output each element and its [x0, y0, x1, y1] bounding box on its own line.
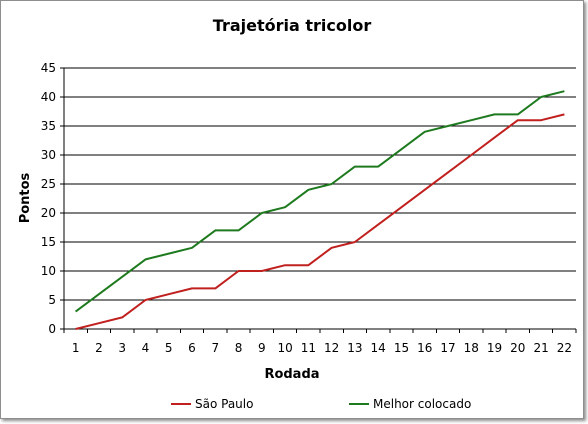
- axes: [63, 68, 576, 330]
- x-tick-label: 21: [533, 341, 548, 355]
- x-tick-label: 22: [557, 341, 572, 355]
- x-tick-label: 19: [487, 341, 502, 355]
- x-tick-label: 14: [371, 341, 386, 355]
- x-tick-label: 5: [165, 341, 173, 355]
- x-tick-label: 11: [301, 341, 316, 355]
- x-tick-label: 10: [277, 341, 292, 355]
- y-tick-label: 35: [41, 119, 56, 133]
- y-tick-label: 30: [41, 148, 56, 162]
- x-tick-label: 3: [118, 341, 126, 355]
- legend-label: São Paulo: [195, 397, 253, 411]
- x-tick-label: 15: [394, 341, 409, 355]
- y-tick-label: 0: [48, 322, 56, 336]
- x-tick-label: 16: [417, 341, 432, 355]
- x-tick-labels: 1 2 3 4 5 6 7 8 9 10 11 12 13 14 15 16 17 18 19 20 21 22: [63, 329, 577, 355]
- x-tick-label: 6: [188, 341, 196, 355]
- y-tick-label: 40: [41, 90, 56, 104]
- x-tick-label: 9: [258, 341, 266, 355]
- x-tick-label: 20: [510, 341, 525, 355]
- x-tick-label: 12: [324, 341, 339, 355]
- x-tick-label: 17: [440, 341, 455, 355]
- series-line-sao-paulo: [75, 113, 565, 330]
- y-tick-label: 45: [41, 61, 56, 75]
- y-axis-title: Pontos: [18, 172, 33, 223]
- x-tick-label: 18: [464, 341, 479, 355]
- y-tick-label: 20: [41, 206, 56, 220]
- series-line-melhor-colocado: [75, 90, 565, 313]
- x-tick-label: 8: [235, 341, 243, 355]
- legend-label: Melhor colocado: [373, 397, 471, 411]
- y-tick-label: 25: [41, 177, 56, 191]
- series-lines: [75, 90, 565, 330]
- x-axis-title: Rodada: [264, 367, 319, 382]
- chart-title: Trajetória tricolor: [213, 16, 372, 35]
- x-tick-label: 13: [347, 341, 362, 355]
- x-tick-label: 2: [95, 341, 103, 355]
- x-tick-label: 7: [211, 341, 219, 355]
- x-tick-label: 1: [72, 341, 80, 355]
- y-tick-label: 5: [48, 293, 56, 307]
- y-tick-label: 15: [41, 235, 56, 249]
- y-tick-label: 10: [41, 264, 56, 278]
- y-tick-labels: 0 5 10 15 20 25 30 35 40 45: [41, 61, 64, 336]
- x-tick-label: 4: [142, 341, 150, 355]
- legend: São Paulo Melhor colocado: [171, 397, 471, 411]
- grid-lines: [64, 67, 576, 301]
